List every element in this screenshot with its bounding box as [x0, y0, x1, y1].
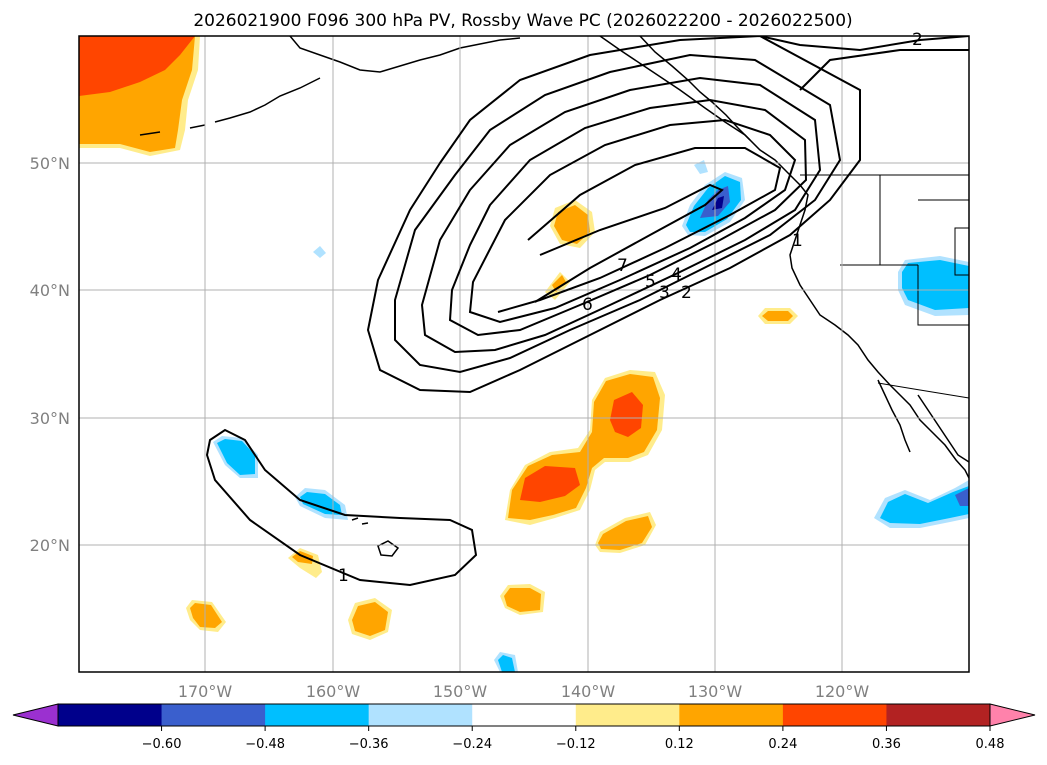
colorbar-segment — [782, 704, 887, 726]
positive-anomaly — [520, 466, 580, 502]
negative-anomaly — [955, 488, 969, 506]
positive-anomaly — [504, 588, 541, 612]
us-mexico-border — [877, 382, 969, 399]
colorbar-tick-label: 0.36 — [872, 737, 901, 752]
contour-2-ne — [759, 36, 969, 52]
rossby-contours — [205, 36, 969, 587]
lon-tick: 120°W — [815, 682, 870, 701]
contour-4 — [448, 98, 808, 337]
gridlines — [79, 36, 969, 672]
negative-anomaly — [300, 492, 342, 515]
colorbar-segment — [58, 704, 163, 726]
negative-anomaly — [902, 260, 969, 310]
lon-tick: 170°W — [178, 682, 233, 701]
pv-anomaly-fill — [79, 36, 969, 672]
gulf-coast — [917, 394, 969, 463]
contour-label: 2 — [912, 30, 923, 50]
negative-anomaly — [217, 439, 255, 475]
alaska-coast — [289, 36, 521, 73]
contour-2 — [394, 53, 842, 374]
colorbar-segment — [265, 704, 370, 726]
map-area — [79, 36, 969, 672]
contour-label: 6 — [582, 295, 593, 315]
lat-tick: 50°N — [30, 154, 70, 173]
positive-anomaly — [352, 602, 388, 636]
colorbar-segment — [886, 704, 991, 726]
borders — [800, 174, 969, 399]
contour-label: 2 — [681, 283, 692, 303]
contour-1-south — [205, 428, 478, 587]
north-america-coast — [599, 36, 969, 479]
lat-tick-labels: 50°N 40°N 30°N 20°N — [30, 154, 70, 555]
colorbar-segment — [368, 704, 473, 726]
contour-label: 1 — [338, 566, 349, 586]
map-frame — [78, 35, 970, 673]
colorbar-segment — [575, 704, 680, 726]
hawaii-small — [351, 517, 369, 525]
colorbar-segment — [679, 704, 784, 726]
positive-anomaly — [762, 311, 793, 321]
colorbar-tick-label: 0.48 — [976, 737, 1005, 752]
positive-anomaly — [190, 603, 222, 628]
lon-tick: 150°W — [433, 682, 488, 701]
lat-tick: 30°N — [30, 409, 70, 428]
lon-tick-labels: 170°W 160°W 150°W 140°W 130°W 120°W — [178, 682, 870, 701]
positive-anomaly — [552, 275, 566, 292]
contour-3 — [420, 76, 822, 354]
lon-tick: 140°W — [561, 682, 616, 701]
negative-anomaly — [498, 655, 515, 672]
aleutians — [139, 77, 321, 136]
positive-anomaly — [598, 516, 652, 550]
colorbar-tick-label: −0.36 — [349, 737, 389, 752]
colorbar-frame — [57, 703, 991, 727]
colorbar: −0.60 −0.48 −0.36 −0.24 −0.12 0.12 0.24 0.36 0.4… — [12, 703, 1036, 752]
lat-tick: 20°N — [30, 536, 70, 555]
contour-label: 5 — [645, 272, 656, 292]
colorbar-tick-label: −0.24 — [452, 737, 492, 752]
contour-5 — [468, 118, 797, 324]
colorbar-extend-low — [12, 703, 59, 727]
colorbar-extend-high — [989, 703, 1036, 727]
colorbar-tick-label: 0.24 — [768, 737, 797, 752]
contour-label: 4 — [671, 265, 682, 285]
lon-tick: 130°W — [688, 682, 743, 701]
contour-label: 7 — [617, 256, 628, 276]
positive-anomaly — [610, 392, 643, 437]
colorbar-tick-label: −0.12 — [556, 737, 596, 752]
negative-anomaly — [313, 246, 326, 258]
contour-6 — [497, 147, 782, 313]
colorbar-tick-label: −0.48 — [245, 737, 285, 752]
contour-7 — [534, 183, 724, 303]
contour-label: 3 — [659, 283, 670, 303]
contour-2-ne-inner — [799, 49, 969, 91]
negative-anomaly — [880, 486, 969, 524]
colorbar-tick-label: 0.12 — [665, 737, 694, 752]
lat-tick: 40°N — [30, 281, 70, 300]
chart-title: 2026021900 F096 300 hPa PV, Rossby Wave … — [193, 11, 852, 31]
state-borders — [840, 175, 969, 326]
positive-anomaly — [554, 205, 590, 244]
colorbar-segment — [472, 704, 577, 726]
positive-anomaly — [79, 36, 195, 96]
contour-1 — [366, 36, 861, 394]
colorbar-segment — [161, 704, 266, 726]
colorbar-tick-label: −0.60 — [142, 737, 182, 752]
contour-label: 1 — [792, 231, 803, 251]
lon-tick: 160°W — [306, 682, 361, 701]
contour-labels: 1 2 3 4 5 6 7 1 2 — [338, 30, 923, 586]
